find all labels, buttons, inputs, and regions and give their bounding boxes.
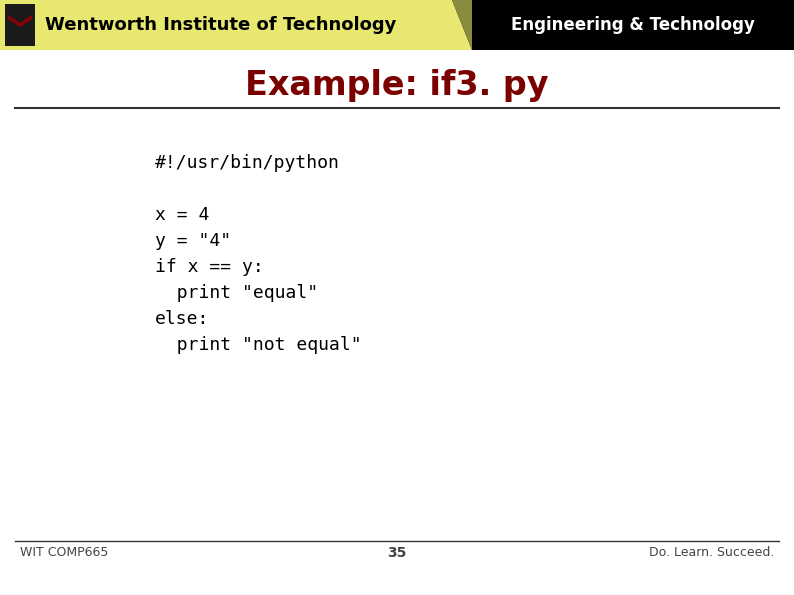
Text: 35: 35 bbox=[387, 546, 407, 560]
Text: print "equal": print "equal" bbox=[155, 284, 318, 302]
Polygon shape bbox=[0, 0, 472, 50]
Text: Wentworth Institute of Technology: Wentworth Institute of Technology bbox=[45, 16, 396, 34]
Text: #!/usr/bin/python: #!/usr/bin/python bbox=[155, 154, 340, 172]
FancyBboxPatch shape bbox=[5, 4, 35, 46]
Polygon shape bbox=[452, 0, 472, 50]
Polygon shape bbox=[8, 15, 32, 27]
Text: Do. Learn. Succeed.: Do. Learn. Succeed. bbox=[649, 546, 774, 559]
Text: else:: else: bbox=[155, 310, 210, 328]
Text: y = "4": y = "4" bbox=[155, 232, 231, 250]
Polygon shape bbox=[452, 0, 794, 50]
Text: x = 4: x = 4 bbox=[155, 206, 210, 224]
Text: if x == y:: if x == y: bbox=[155, 258, 264, 276]
Text: print "not equal": print "not equal" bbox=[155, 336, 361, 354]
Text: WIT COMP665: WIT COMP665 bbox=[20, 546, 108, 559]
Text: Engineering & Technology: Engineering & Technology bbox=[511, 16, 755, 34]
Text: Example: if3. py: Example: if3. py bbox=[245, 68, 549, 102]
